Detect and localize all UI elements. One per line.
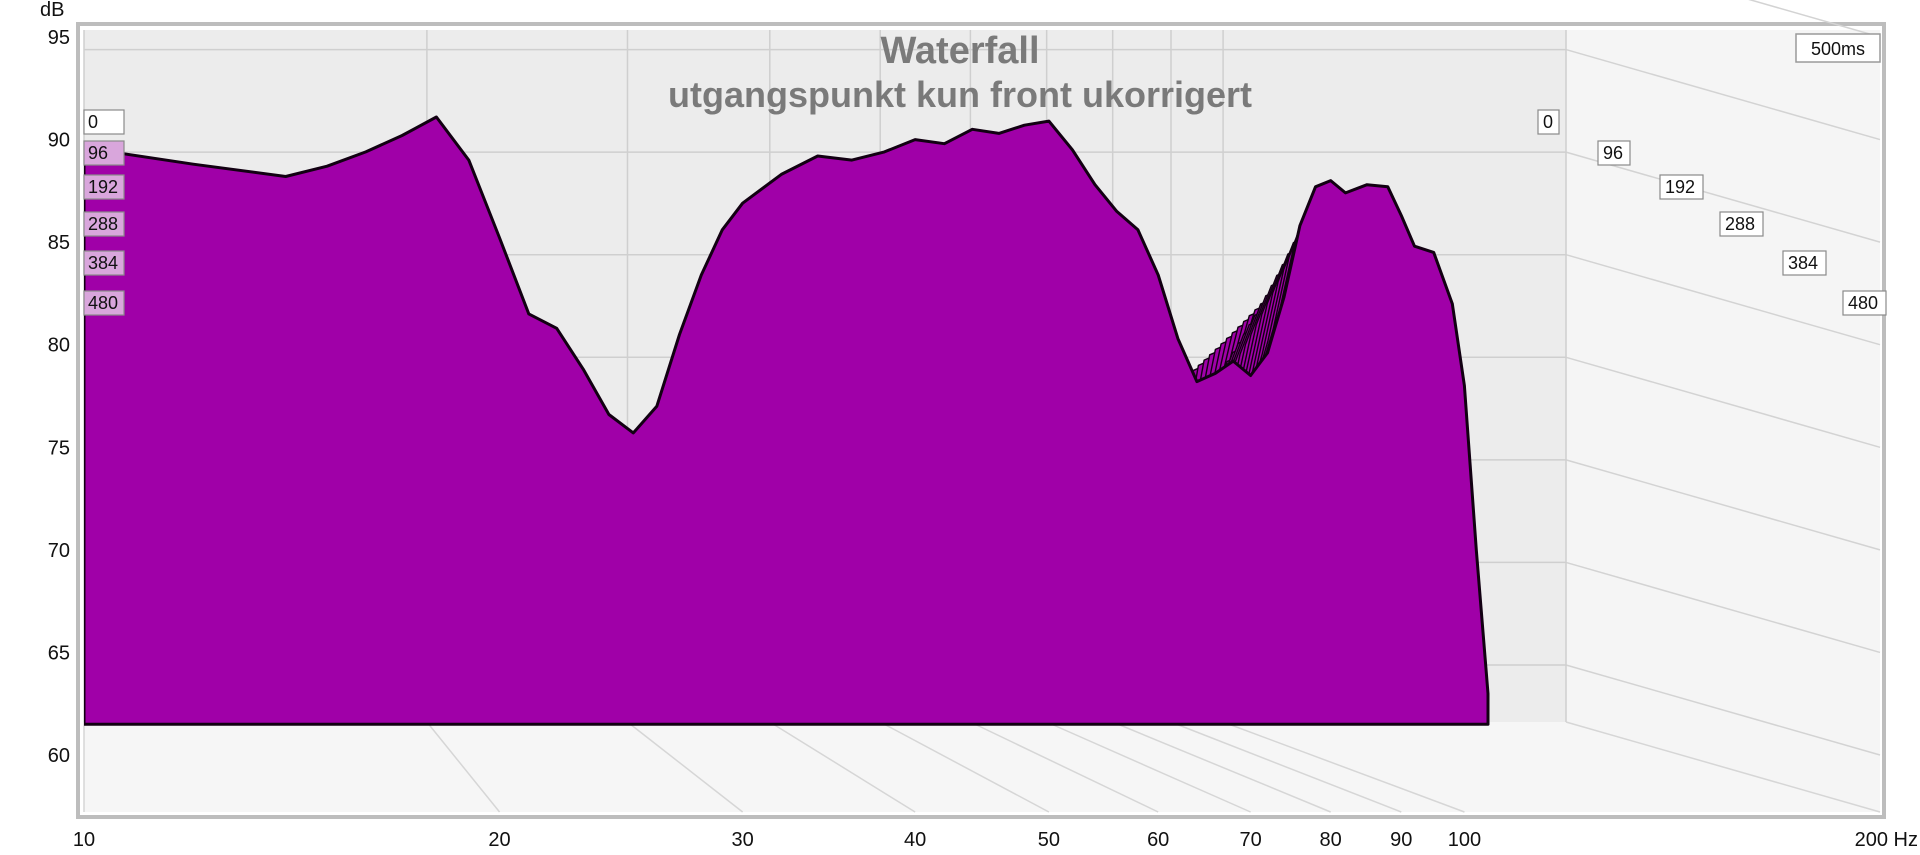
grid-line-floor — [1112, 721, 1331, 813]
y-tick-label: 60 — [48, 745, 70, 767]
x-tick-label: 20 — [488, 829, 510, 851]
y-tick-label: 75 — [48, 437, 70, 459]
grid-line-floor — [1046, 721, 1251, 813]
time-slice-label: 96 — [1603, 143, 1623, 163]
grid-line-side — [1565, 253, 1881, 346]
grid-line-floor — [627, 721, 744, 813]
time-slice-tag-right: 0 — [1537, 109, 1560, 135]
grid-line-floor — [769, 721, 916, 813]
x-tick-label: 70 — [1239, 829, 1261, 851]
x-tick-label: 60 — [1147, 829, 1169, 851]
time-slice-tag-left: 96 — [83, 140, 125, 166]
x-tick-label: 90 — [1390, 829, 1412, 851]
time-slice-tag-right: 288 — [1719, 211, 1764, 237]
grid-line-side — [1748, 0, 1881, 38]
time-slice-tag-right: 192 — [1659, 174, 1704, 200]
grid-line-side — [1565, 664, 1881, 756]
time-slice-label: 384 — [88, 253, 118, 273]
time-slice-label: 384 — [1788, 253, 1818, 273]
x-tick-label: 30 — [732, 829, 754, 851]
x-tick-label: 50 — [1038, 829, 1060, 851]
floor — [84, 722, 1880, 812]
time-slice-label: 0 — [88, 112, 98, 132]
y-tick-label: 65 — [48, 642, 70, 664]
time-slice-label: 96 — [88, 143, 108, 163]
x-axis-ticks: 10 20 30 40 50 60 70 80 90 100 200 Hz — [73, 829, 1918, 851]
grid-line-side — [1565, 356, 1881, 449]
time-slice-tag-left: 384 — [83, 250, 125, 276]
time-slice-label: 288 — [1725, 214, 1755, 234]
grid-line-floor — [879, 721, 1050, 813]
time-slice-tag-left: 480 — [83, 290, 125, 316]
grid-line-floor — [1170, 721, 1402, 813]
grid-line-floor — [1565, 721, 1881, 813]
grid-line-side — [1565, 561, 1881, 654]
grid-line-floor — [1222, 721, 1465, 813]
side-wall — [1566, 30, 1880, 812]
y-tick-label: 85 — [48, 232, 70, 254]
time-slice-tag-right: 384 — [1782, 250, 1827, 276]
waterfall-slice — [84, 115, 1490, 726]
time-slice-label: 192 — [88, 177, 118, 197]
chart-title: Waterfall — [880, 30, 1039, 72]
x-tick-label: 100 — [1448, 829, 1481, 851]
time-window-label: 500ms — [1811, 39, 1865, 59]
time-slice-label: 288 — [88, 214, 118, 234]
time-slice-label: 480 — [1848, 293, 1878, 313]
x-tick-label: 40 — [904, 829, 926, 851]
y-axis-unit: dB — [40, 0, 64, 21]
chart-subtitle: utgangspunkt kun front ukorrigert — [668, 74, 1252, 115]
time-slice-tag-left: 192 — [83, 174, 125, 200]
y-tick-label: 80 — [48, 335, 70, 357]
time-slice-tag-left: 0 — [83, 109, 125, 135]
time-slice-label: 0 — [1543, 112, 1553, 132]
x-tick-label: 80 — [1320, 829, 1342, 851]
grid-line-side — [1565, 459, 1881, 551]
time-slice-tag-right: 480 — [1842, 290, 1887, 316]
time-slice-label: 192 — [1665, 177, 1695, 197]
time-window-badge: 500ms — [1795, 33, 1881, 63]
grid-line-floor — [426, 721, 501, 813]
grid-line-floor — [970, 721, 1159, 813]
time-slice-tag-left: 288 — [83, 211, 125, 237]
grid-line-side — [1565, 48, 1881, 141]
y-tick-label: 70 — [48, 540, 70, 562]
x-tick-label: 10 — [73, 829, 95, 851]
y-tick-label: 90 — [48, 130, 70, 152]
time-slice-labels: 0 0 96 96 192 192 288 288 384 384 480 480 — [83, 109, 1887, 316]
time-slice-tag-right: 96 — [1597, 140, 1631, 166]
x-tick-label: 200 Hz — [1855, 829, 1918, 851]
y-axis-ticks: 95 90 85 80 75 70 65 60 — [48, 27, 70, 767]
waterfall-slices — [84, 115, 1490, 726]
time-slice-label: 480 — [88, 293, 118, 313]
y-tick-label: 95 — [48, 27, 70, 49]
grid-line-side — [1565, 151, 1881, 243]
